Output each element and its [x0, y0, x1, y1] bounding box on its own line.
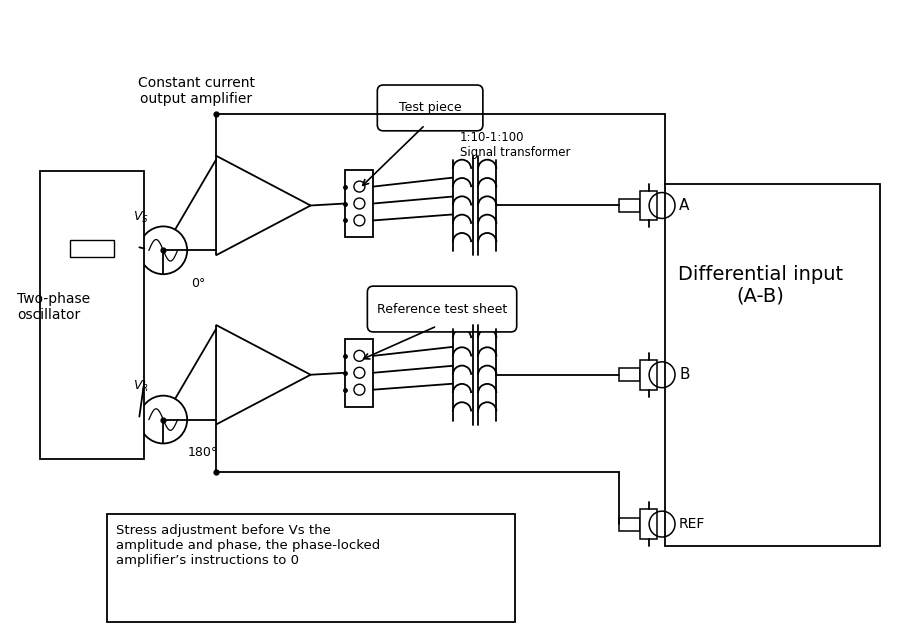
Bar — [106, 514, 514, 622]
Text: Test piece: Test piece — [399, 102, 461, 114]
Text: 0°: 0° — [191, 277, 206, 290]
Text: $V_S$: $V_S$ — [133, 210, 149, 225]
Text: REF: REF — [678, 517, 704, 531]
Bar — [640, 190, 657, 220]
Bar — [345, 170, 373, 237]
Bar — [619, 368, 640, 381]
Text: B: B — [678, 367, 689, 382]
Text: Constant current
output amplifier: Constant current output amplifier — [137, 76, 254, 106]
Text: 180°: 180° — [188, 446, 218, 459]
Bar — [619, 518, 640, 531]
Bar — [619, 199, 640, 212]
Text: Two-phase
oscillator: Two-phase oscillator — [17, 292, 90, 322]
Bar — [640, 509, 657, 539]
Bar — [40, 171, 144, 459]
Bar — [345, 339, 373, 406]
Text: $V_R$: $V_R$ — [133, 379, 149, 394]
Text: 1:10-1:100
Signal transformer: 1:10-1:100 Signal transformer — [459, 131, 570, 159]
FancyBboxPatch shape — [367, 286, 516, 332]
Text: A: A — [678, 198, 688, 213]
Bar — [70, 240, 114, 257]
Text: Differential input
(A-B): Differential input (A-B) — [677, 265, 842, 305]
Bar — [640, 360, 657, 390]
Text: Reference test sheet: Reference test sheet — [376, 302, 507, 316]
FancyBboxPatch shape — [377, 85, 483, 131]
Text: Stress adjustment before Vs the
amplitude and phase, the phase-locked
amplifier’: Stress adjustment before Vs the amplitud… — [116, 524, 381, 567]
